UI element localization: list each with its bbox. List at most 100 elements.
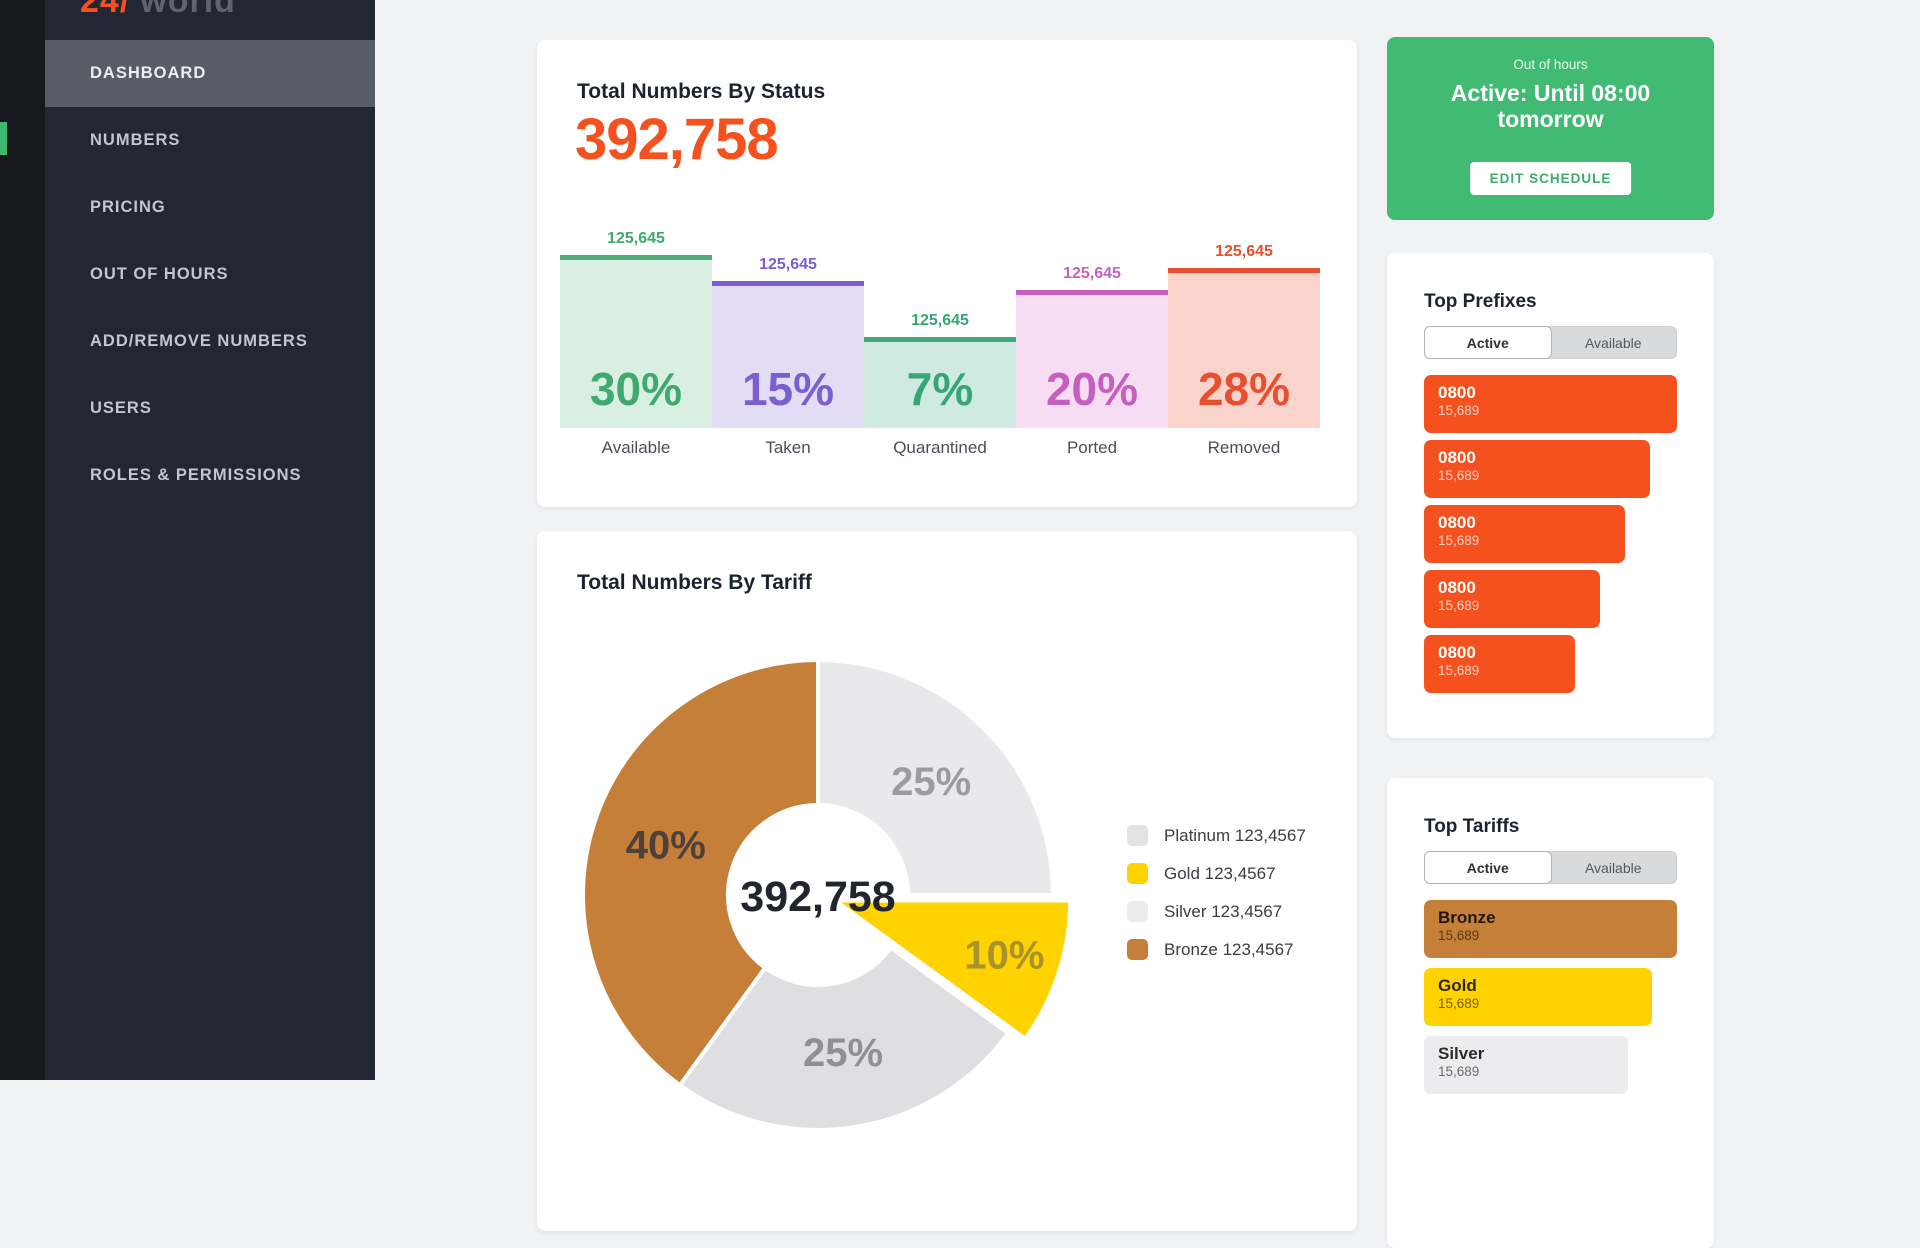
status-bar-rect: 30% (560, 255, 712, 428)
tariff-donut-svg: 25% 10% 25% 40% 392,758 (581, 658, 1073, 1132)
donut-label-silver: 25% (803, 1031, 883, 1075)
donut-slice-bronze (581, 658, 820, 1088)
status-bar-rect: 20% (1016, 290, 1168, 428)
edit-schedule-button[interactable]: EDIT SCHEDULE (1469, 162, 1632, 195)
edge-green-accent (0, 122, 7, 155)
app-logo-text: 24/world (80, 0, 236, 20)
status-bar-quarantined: 125,645 7% (864, 312, 1016, 428)
tariffs-tab-available-label: Available (1584, 859, 1642, 876)
sidebar-item-add-remove-numbers[interactable]: ADD/REMOVE NUMBERS (90, 332, 308, 350)
prefixes-tab-available-label: Available (1584, 334, 1642, 351)
prefixes-tab-active[interactable]: Active (1424, 326, 1552, 359)
prefixes-tab-available[interactable]: Available (1551, 327, 1677, 358)
tariff-bar-value: 15,689 (1438, 1064, 1480, 1080)
sidebar: 24/world DASHBOARD NUMBERS PRICING OUT OF H… (45, 0, 375, 1080)
top-prefixes-title: Top Prefixes (1424, 291, 1537, 312)
tariff-card: Total Numbers By Tariff 25% 10% 25% 40% 392,… (537, 531, 1357, 1231)
status-axis-label: Quarantined (893, 438, 987, 457)
status-bar-value: 125,645 (1063, 265, 1121, 282)
prefix-bar-label: 0800 (1438, 513, 1476, 532)
legend-label: Platinum 123,4567 (1164, 825, 1306, 845)
tariff-bar-value: 15,689 (1438, 928, 1480, 944)
status-axis-label: Available (601, 438, 671, 457)
legend-item-platinum: Platinum 123,4567 (1127, 824, 1306, 847)
tariff-bar-gold: Gold 15,689 (1424, 968, 1652, 1026)
tariff-bar-label: Silver (1438, 1044, 1485, 1063)
prefix-bar-label: 0800 (1438, 383, 1476, 402)
donut-label-bronze: 40% (626, 824, 706, 868)
prefix-bar-0800: 0800 15,689 (1424, 635, 1575, 693)
out-of-hours-status-line1: Active: Until 08:00 (1450, 80, 1651, 106)
prefix-bar-value: 15,689 (1438, 468, 1480, 484)
tariffs-tab-available[interactable]: Available (1551, 852, 1677, 883)
app-logo[interactable]: 24/world (80, 0, 236, 20)
sidebar-item-roles-permissions[interactable]: ROLES & PERMISSIONS (90, 466, 302, 484)
sidebar-item-numbers[interactable]: NUMBERS (90, 131, 181, 149)
top-tariffs-title: Top Tariffs (1424, 816, 1520, 837)
legend-label: Gold 123,4567 (1164, 863, 1276, 883)
status-bar-chart: 125,645 30% 125,645 15% 125,645 7% 125,645 20% 1… (560, 40, 1320, 428)
prefixes-tab-active-label: Active (1466, 334, 1509, 351)
tariff-bar-silver: Silver 15,689 (1424, 1036, 1628, 1094)
out-of-hours-status: Active: Until 08:00 tomorrow (1387, 80, 1714, 133)
status-bar-value: 125,645 (911, 312, 969, 329)
out-of-hours-eyebrow: Out of hours (1513, 57, 1588, 72)
legend-item-bronze: Bronze 123,4567 (1127, 938, 1306, 961)
tariff-bar-label: Gold (1438, 976, 1477, 995)
legend-item-gold: Gold 123,4567 (1127, 862, 1306, 885)
out-of-hours-status-line2: tomorrow (1497, 106, 1604, 133)
prefix-bar-label: 0800 (1438, 448, 1476, 467)
status-axis-label: Removed (1207, 438, 1281, 457)
status-bar-value: 125,645 (607, 230, 665, 247)
status-bar-available: 125,645 30% (560, 230, 712, 428)
status-bar-taken: 125,645 15% (712, 256, 864, 428)
prefix-bar-value: 15,689 (1438, 533, 1480, 549)
legend-label: Bronze 123,4567 (1164, 939, 1294, 959)
status-bar-percent: 7% (906, 363, 974, 415)
status-bar-percent: 20% (1045, 363, 1139, 415)
top-prefixes-card: Top Prefixes Active Available 0800 15,689… (1387, 253, 1714, 738)
sidebar-nav: DASHBOARD NUMBERS PRICING OUT OF HOURS ADD/R… (45, 40, 375, 509)
status-bar-removed: 125,645 28% (1168, 243, 1320, 428)
legend-swatch (1127, 863, 1148, 884)
prefix-bar-label: 0800 (1438, 643, 1476, 662)
prefixes-active-available-toggle: Active Available (1424, 326, 1677, 359)
legend-item-silver: Silver 123,4567 (1127, 900, 1306, 923)
prefix-bar-value: 15,689 (1438, 663, 1480, 679)
tariff-bar-label: Bronze (1438, 908, 1496, 927)
legend-swatch (1127, 825, 1148, 846)
donut-slice-gold (833, 898, 1073, 1041)
status-bar-percent: 28% (1197, 363, 1291, 415)
tariffs-tab-active[interactable]: Active (1424, 851, 1552, 884)
logo-mark: 24/ (80, 0, 131, 20)
status-bar-value: 125,645 (759, 256, 817, 273)
top-tariffs-card: Top Tariffs Active Available Bronze 15,68… (1387, 778, 1714, 1248)
sidebar-item-out-of-hours[interactable]: OUT OF HOURS (90, 265, 229, 283)
donut-slice-platinum (816, 658, 1055, 897)
prefix-bar-label: 0800 (1438, 578, 1476, 597)
donut-label-platinum: 25% (891, 760, 971, 804)
status-bar-rect: 28% (1168, 268, 1320, 428)
status-total: 392,758 (575, 107, 779, 172)
legend-label: Silver 123,4567 (1164, 901, 1283, 921)
status-bar-value: 125,645 (1215, 243, 1273, 260)
status-bar-ported: 125,645 20% (1016, 265, 1168, 428)
sidebar-item-dashboard[interactable]: DASHBOARD (45, 40, 375, 107)
sidebar-item-users[interactable]: USERS (90, 399, 152, 417)
status-bar-rect: 15% (712, 281, 864, 428)
tariff-bar-bronze: Bronze 15,689 (1424, 900, 1677, 958)
tariff-card-title: Total Numbers By Tariff (577, 571, 812, 594)
prefix-bar-0800: 0800 15,689 (1424, 375, 1677, 433)
prefix-bar-0800: 0800 15,689 (1424, 570, 1600, 628)
tariff-legend: Platinum 123,4567 Gold 123,4567 Silver 123… (1127, 824, 1306, 976)
prefix-bar-0800: 0800 15,689 (1424, 440, 1650, 498)
status-bar-percent: 15% (741, 363, 835, 415)
status-card: Total Numbers By Status 392,758 125,645 3… (537, 40, 1357, 507)
sidebar-item-pricing[interactable]: PRICING (90, 198, 166, 216)
status-bar-percent: 30% (589, 363, 683, 415)
prefix-bars: 0800 15,689 0800 15,689 0800 15,689 0800 15,689… (1424, 375, 1677, 700)
status-axis-label: Ported (1066, 438, 1118, 457)
status-axis-labels: Available Taken Quarantined Ported Removed (560, 438, 1320, 458)
prefix-bar-0800: 0800 15,689 (1424, 505, 1625, 563)
prefix-bar-value: 15,689 (1438, 403, 1480, 419)
